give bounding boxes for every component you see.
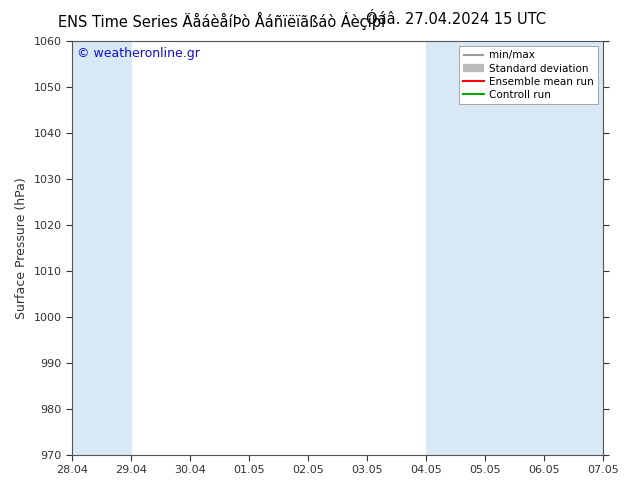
Bar	[72, 41, 131, 455]
Y-axis label: Surface Pressure (hPa): Surface Pressure (hPa)	[15, 177, 28, 318]
Text: © weatheronline.gr: © weatheronline.gr	[77, 47, 200, 60]
Bar	[485, 41, 544, 455]
Text: ENS Time Series ÄåáèåíÞò Åáñïëïãßáò Áèçíþí: ENS Time Series ÄåáèåíÞò Åáñïëïãßáò Áèçí…	[58, 12, 385, 30]
Bar	[426, 41, 485, 455]
Bar	[544, 41, 603, 455]
Text: Óáâ. 27.04.2024 15 UTC: Óáâ. 27.04.2024 15 UTC	[366, 12, 547, 27]
Legend: min/max, Standard deviation, Ensemble mean run, Controll run: min/max, Standard deviation, Ensemble me…	[459, 46, 598, 104]
